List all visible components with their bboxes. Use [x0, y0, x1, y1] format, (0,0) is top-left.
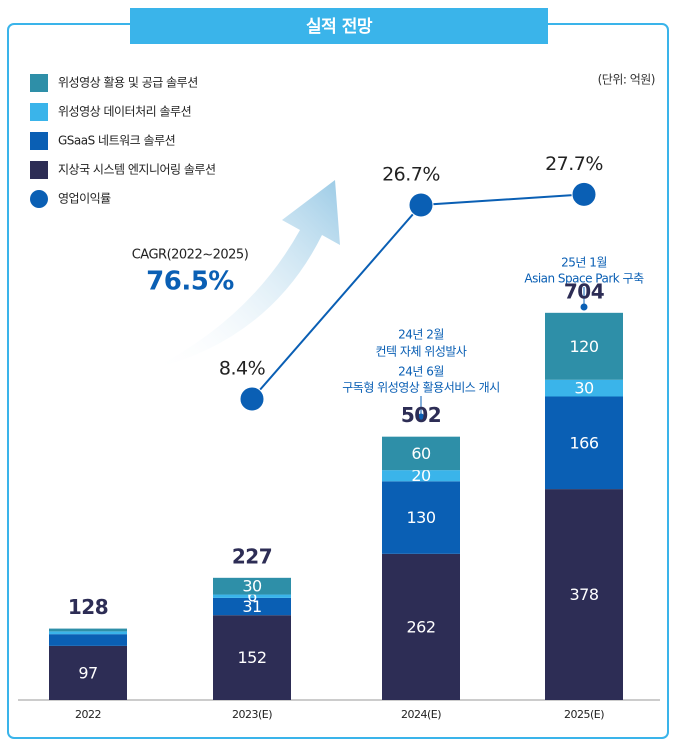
- growth-arrow: [150, 180, 340, 370]
- unit-note: (단위: 억원): [598, 73, 655, 87]
- legend-swatch: [30, 74, 48, 92]
- bar-segment: [545, 396, 623, 490]
- total-label: 128: [68, 595, 108, 619]
- annotation-pin: [417, 413, 425, 421]
- legend-label: 위성영상 활용 및 공급 솔루션: [58, 76, 198, 90]
- annotation: 76.5%: [146, 267, 234, 297]
- legend-label: GSaaS 네트워크 솔루션: [58, 134, 175, 148]
- data-label: 262: [406, 617, 435, 636]
- bar-segment: [213, 615, 291, 700]
- annotation: CAGR(2022~2025): [132, 248, 249, 263]
- data-label: 120: [569, 337, 598, 356]
- data-label: 31: [242, 597, 261, 616]
- data-label: 152: [237, 648, 266, 667]
- data-label: 6: [247, 587, 257, 606]
- total-label: 704: [564, 279, 604, 303]
- legend-swatch: [30, 103, 48, 121]
- data-label: 97: [78, 663, 97, 682]
- annotation: 24년 6월: [398, 365, 444, 379]
- legend-label: 위성영상 데이터처리 솔루션: [58, 105, 191, 119]
- data-label: 130: [406, 508, 435, 527]
- bar-segment: [49, 645, 127, 700]
- legend-swatch: [30, 161, 48, 179]
- data-label: 8.4%: [219, 357, 265, 379]
- line-point: [408, 192, 434, 218]
- bar-segment: [545, 379, 623, 397]
- data-label: 30: [574, 379, 594, 398]
- annotation: 구독형 위성영상 활용서비스 개시: [342, 381, 500, 395]
- annotation-pin: [580, 303, 588, 311]
- data-label: 27.7%: [545, 153, 603, 175]
- data-label: 166: [569, 433, 598, 452]
- bar-segment: [213, 594, 291, 598]
- total-label: 227: [232, 544, 272, 568]
- line-point: [239, 386, 265, 412]
- bar-segment: [49, 631, 127, 635]
- bar-segment: [213, 597, 291, 616]
- legend-label: 지상국 시스템 엔지니어링 솔루션: [58, 163, 216, 177]
- title-bar: [130, 8, 548, 44]
- bar-segment: [382, 436, 460, 471]
- chart-title: 실적 전망: [306, 17, 373, 37]
- data-label: 378: [569, 585, 598, 604]
- x-tick-label: 2024(E): [401, 708, 441, 721]
- bar-segment: [545, 312, 623, 380]
- legend-label: 영업이익률: [58, 192, 111, 206]
- data-label: 20: [411, 466, 431, 485]
- legend-marker: [30, 190, 48, 208]
- total-label: 502: [401, 403, 441, 427]
- legend-swatch: [30, 132, 48, 150]
- x-tick-label: 2023(E): [232, 708, 272, 721]
- line-point: [571, 181, 597, 207]
- bar-segment: [49, 634, 127, 646]
- bar-segment: [382, 470, 460, 482]
- bar-segment: [49, 628, 127, 632]
- bar-segment: [382, 553, 460, 700]
- annotation: 25년 1월: [561, 256, 607, 270]
- bar-segment: [545, 489, 623, 700]
- data-label: 26.7%: [382, 163, 440, 185]
- data-label: 60: [411, 444, 431, 463]
- data-label: 30: [242, 577, 262, 596]
- x-tick-label: 2025(E): [564, 708, 604, 721]
- annotation: 24년 2월: [398, 328, 444, 342]
- annotation: 컨텍 자체 위성발사: [376, 345, 467, 359]
- bar-segment: [213, 577, 291, 595]
- bar-segment: [382, 481, 460, 554]
- x-tick-label: 2022: [75, 708, 101, 721]
- annotation: Asian Space Park 구축: [524, 272, 644, 286]
